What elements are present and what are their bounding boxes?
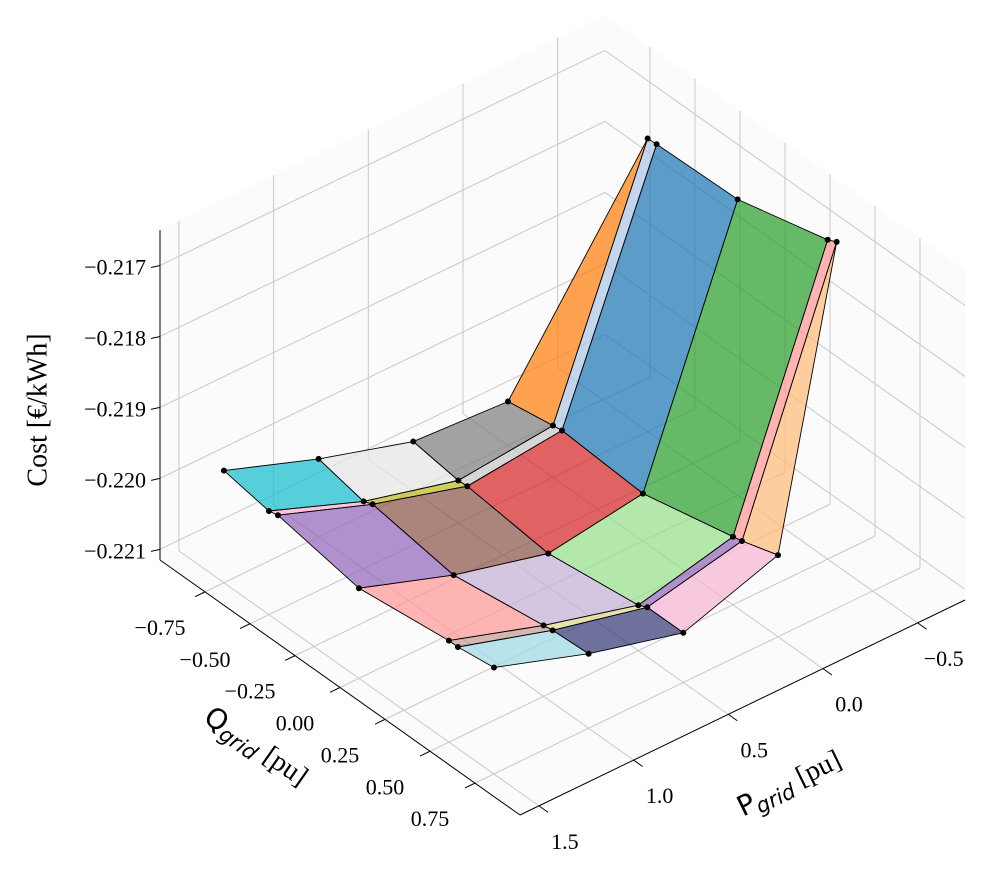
grid-line	[159, 121, 606, 337]
data-point	[558, 427, 565, 434]
data-point	[635, 602, 642, 609]
data-point	[265, 507, 272, 514]
tick-mark	[329, 687, 341, 693]
data-point	[445, 637, 452, 644]
tick-mark	[239, 623, 251, 630]
tick-mark	[538, 805, 549, 813]
tick-mark	[150, 477, 161, 481]
y-axis-line	[159, 559, 521, 816]
grid-line	[159, 50, 606, 266]
x-tick-label: 1.0	[646, 783, 674, 808]
data-point	[315, 455, 322, 462]
y-tick-label: 0.25	[321, 742, 360, 767]
data-point	[450, 572, 457, 579]
y-tick-label: 0.50	[366, 774, 405, 799]
x-axis-line	[519, 599, 966, 816]
tick-mark	[633, 759, 643, 767]
tick-mark	[917, 622, 927, 630]
tick-mark	[419, 750, 431, 757]
tick-mark	[822, 668, 833, 676]
data-point	[540, 622, 547, 629]
tick-mark	[728, 713, 738, 722]
back-pane	[160, 15, 605, 560]
tick-mark	[464, 782, 476, 789]
z-axis-label: Cost [€/kWh]	[22, 333, 53, 486]
data-point	[545, 550, 552, 557]
y-tick-label: −0.25	[225, 679, 276, 704]
data-point	[738, 537, 745, 544]
data-point	[585, 650, 592, 657]
y-tick-label: 0.00	[276, 711, 315, 736]
tick-mark	[150, 264, 161, 268]
data-point	[734, 196, 741, 203]
data-point	[274, 512, 281, 519]
data-point	[369, 501, 376, 508]
y-label-unit: [pu]	[257, 741, 313, 793]
z-tick-label: −0.221	[84, 538, 146, 563]
x-label-subscript: grid	[752, 779, 800, 819]
z-tick-label: −0.218	[84, 325, 146, 350]
data-point	[644, 604, 651, 611]
data-point	[410, 438, 417, 445]
data-point	[680, 629, 687, 636]
data-point	[355, 585, 362, 592]
data-point	[824, 236, 831, 243]
x-tick-label: 1.5	[551, 829, 579, 854]
tick-mark	[150, 406, 161, 410]
data-point	[639, 490, 646, 497]
z-tick-label: −0.219	[84, 396, 146, 421]
data-point	[490, 664, 497, 671]
tick-mark	[284, 655, 296, 661]
grid-line	[159, 262, 606, 479]
grid-line	[429, 535, 876, 752]
data-point	[644, 135, 651, 142]
y-tick-label: −0.50	[180, 647, 231, 672]
data-point	[360, 498, 367, 505]
plot-area: −0.50.00.51.01.5−0.75−0.50−0.250.000.250…	[84, 15, 966, 854]
x-tick-label: −0.5	[924, 646, 964, 671]
data-point	[455, 477, 462, 484]
grid-line	[474, 567, 921, 784]
tick-mark	[374, 718, 386, 725]
data-point	[464, 483, 471, 490]
data-point	[549, 627, 556, 634]
x-label-unit: [pu]	[791, 745, 847, 793]
tick-mark	[194, 591, 206, 598]
x-tick-label: 0.0	[835, 692, 863, 717]
data-point	[504, 398, 511, 405]
data-point	[549, 422, 556, 429]
y-tick-label: 0.75	[411, 806, 450, 831]
z-tick-label: −0.217	[84, 255, 146, 280]
tick-mark	[150, 335, 161, 339]
data-point	[653, 141, 660, 148]
x-tick-label: 0.5	[741, 737, 769, 762]
y-tick-label: −0.75	[135, 615, 186, 640]
data-point	[774, 552, 781, 559]
data-point	[454, 643, 461, 650]
data-point	[833, 238, 840, 245]
data-point	[729, 533, 736, 540]
z-tick-label: −0.220	[84, 467, 146, 492]
data-point	[220, 467, 227, 474]
grid-line	[604, 50, 966, 306]
tick-mark	[150, 548, 161, 552]
grid-line	[159, 191, 606, 408]
